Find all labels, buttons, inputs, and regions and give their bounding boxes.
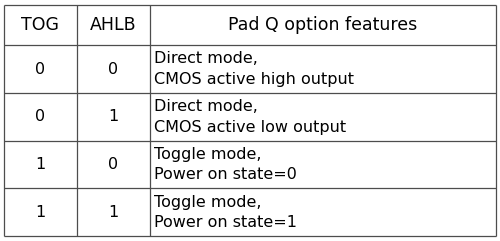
Text: Toggle mode,
Power on state=0: Toggle mode, Power on state=0 — [154, 147, 296, 182]
Text: 1: 1 — [108, 205, 118, 220]
Text: Toggle mode,
Power on state=1: Toggle mode, Power on state=1 — [154, 195, 296, 230]
Text: Direct mode,
CMOS active high output: Direct mode, CMOS active high output — [154, 52, 354, 87]
Text: 0: 0 — [108, 157, 118, 172]
Text: 1: 1 — [36, 157, 46, 172]
Text: Pad Q option features: Pad Q option features — [228, 16, 418, 34]
Text: 0: 0 — [108, 62, 118, 77]
Text: 1: 1 — [108, 109, 118, 124]
Text: 0: 0 — [36, 62, 46, 77]
Text: AHLB: AHLB — [90, 16, 136, 34]
Text: 1: 1 — [36, 205, 46, 220]
Text: TOG: TOG — [22, 16, 60, 34]
Text: 0: 0 — [36, 109, 46, 124]
Text: Direct mode,
CMOS active low output: Direct mode, CMOS active low output — [154, 99, 346, 134]
